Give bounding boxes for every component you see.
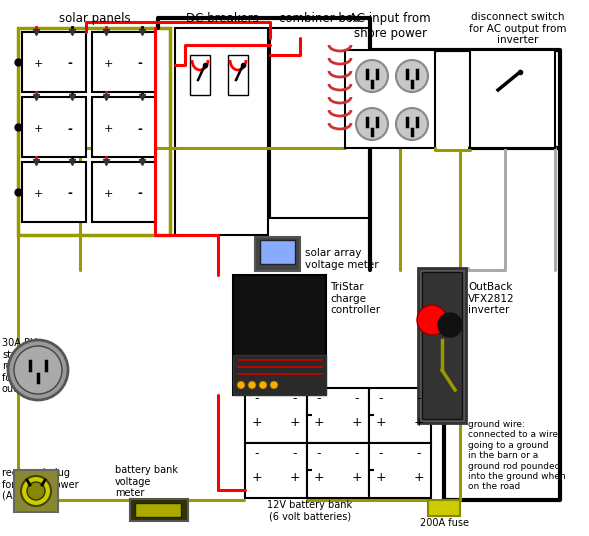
Text: -: - (317, 392, 321, 405)
Text: -: - (68, 123, 72, 136)
Text: +: + (34, 124, 42, 134)
Text: battery bank
voltage
meter: battery bank voltage meter (115, 465, 178, 498)
Text: DC breakers: DC breakers (186, 12, 259, 25)
Text: -: - (417, 447, 421, 460)
Circle shape (8, 340, 68, 400)
Text: +: + (314, 416, 325, 429)
Bar (233, 355, 326, 395)
Circle shape (356, 60, 388, 92)
Bar (22, 162, 86, 222)
Bar (233, 275, 326, 395)
Text: TriStar
charge
controller: TriStar charge controller (330, 282, 380, 315)
Circle shape (356, 108, 388, 140)
Bar (175, 28, 268, 235)
Text: +: + (376, 416, 386, 429)
Bar (345, 50, 435, 148)
Bar (22, 97, 86, 157)
Text: -: - (68, 188, 72, 200)
Text: +: + (252, 471, 262, 484)
Text: +: + (413, 416, 424, 429)
Text: +: + (352, 471, 362, 484)
Bar (270, 28, 370, 218)
Text: +: + (34, 59, 42, 69)
Text: +: + (290, 471, 300, 484)
Circle shape (417, 305, 447, 335)
Bar (369, 443, 431, 498)
Bar (190, 55, 210, 95)
Text: +: + (413, 471, 424, 484)
Bar (418, 268, 466, 423)
Text: -: - (317, 447, 321, 460)
Text: -: - (138, 57, 143, 71)
Text: -: - (255, 392, 259, 405)
Text: AC input from
shore power: AC input from shore power (349, 12, 431, 40)
Text: ground wire:
connected to a wire
going to a ground
in the barn or a
ground rod p: ground wire: connected to a wire going t… (468, 420, 565, 492)
Text: -: - (138, 188, 143, 200)
Bar (18, 28, 170, 235)
Text: +: + (352, 416, 362, 429)
Text: combiner box: combiner box (279, 12, 359, 25)
Text: disconnect switch
for AC output from
inverter: disconnect switch for AC output from inv… (469, 12, 567, 45)
Text: +: + (103, 189, 112, 199)
Circle shape (248, 381, 256, 389)
Text: -: - (379, 392, 383, 405)
Text: +: + (103, 124, 112, 134)
Bar (369, 388, 431, 443)
Bar (307, 388, 369, 443)
Text: recessed plug
for shore power
(AC input): recessed plug for shore power (AC input) (2, 468, 78, 501)
Circle shape (21, 476, 51, 506)
Text: solar panels: solar panels (59, 12, 131, 25)
Bar (255, 237, 300, 271)
Text: +: + (252, 416, 262, 429)
Text: -: - (293, 447, 297, 460)
Bar (428, 500, 460, 516)
Circle shape (27, 482, 45, 500)
Circle shape (396, 108, 428, 140)
Bar (135, 503, 181, 517)
Circle shape (237, 381, 245, 389)
Circle shape (396, 60, 428, 92)
Bar (14, 470, 58, 512)
Text: -: - (138, 123, 143, 136)
Text: 30A RV
style
receptacle
for inverter
output: 30A RV style receptacle for inverter out… (2, 338, 57, 394)
Bar (422, 272, 462, 419)
Text: 12V battery bank
(6 volt batteries): 12V battery bank (6 volt batteries) (267, 500, 353, 522)
Text: solar array
voltage meter: solar array voltage meter (305, 248, 379, 270)
Text: -: - (68, 57, 72, 71)
Text: 200A fuse: 200A fuse (419, 518, 468, 528)
Text: OutBack
VFX2812
inverter: OutBack VFX2812 inverter (468, 282, 515, 315)
Text: -: - (355, 447, 359, 460)
Bar (22, 32, 86, 92)
Text: +: + (376, 471, 386, 484)
Bar (228, 55, 248, 95)
Text: +: + (290, 416, 300, 429)
Text: -: - (379, 447, 383, 460)
Bar (92, 97, 156, 157)
Text: -: - (293, 392, 297, 405)
Text: -: - (417, 392, 421, 405)
Text: -: - (355, 392, 359, 405)
Bar (245, 443, 307, 498)
Text: +: + (34, 189, 42, 199)
Circle shape (270, 381, 278, 389)
Bar (470, 50, 555, 148)
Bar (260, 240, 295, 264)
Circle shape (14, 346, 62, 394)
Bar (92, 162, 156, 222)
Bar (92, 32, 156, 92)
Text: +: + (103, 59, 112, 69)
Bar (307, 443, 369, 498)
Text: -: - (255, 447, 259, 460)
Text: +: + (314, 471, 325, 484)
Circle shape (259, 381, 267, 389)
Circle shape (438, 313, 462, 337)
Bar (130, 499, 188, 521)
Bar (245, 388, 307, 443)
